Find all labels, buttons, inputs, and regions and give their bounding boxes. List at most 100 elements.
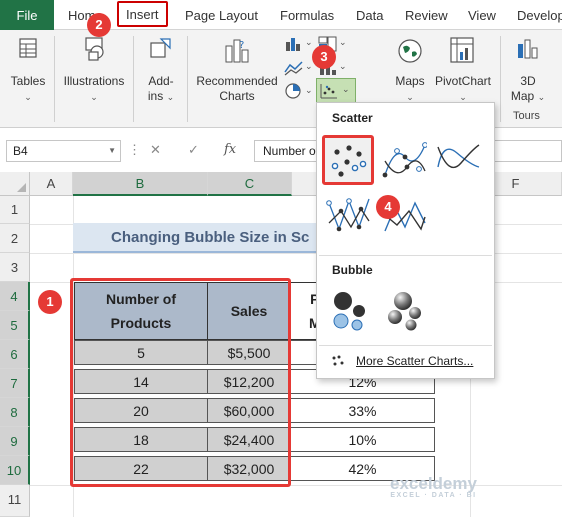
cell-sales[interactable]: $5,500 <box>207 340 291 365</box>
scatter-straight-markers-option[interactable] <box>325 193 371 239</box>
3d-bubble-option[interactable] <box>383 287 429 333</box>
tab-data[interactable]: Data <box>356 8 384 23</box>
tab-view[interactable]: View <box>468 8 496 23</box>
scatter-chart-icon <box>320 84 337 99</box>
pivotchart-label: PivotChart ⌄ <box>434 74 492 102</box>
cell-margin[interactable]: 10% <box>290 427 435 452</box>
scatter-markers-icon <box>331 145 367 177</box>
maps-label: Maps ⌄ <box>395 74 425 102</box>
insert-function-icon[interactable]: fx <box>224 142 237 157</box>
selection-highlight <box>70 278 291 487</box>
row-header-7[interactable]: 7 <box>0 369 30 398</box>
row-header-1[interactable]: 1 <box>0 196 30 224</box>
scatter-smooth-markers-icon <box>382 142 428 178</box>
tab-review[interactable]: Review <box>405 8 448 23</box>
chevron-down-icon[interactable]: ⌄ <box>305 85 313 95</box>
3d-map-button[interactable]: 3D Map ⌄ <box>504 30 552 128</box>
cancel-icon[interactable]: ✕ <box>150 142 161 157</box>
row-header-2[interactable]: 2 <box>0 224 30 253</box>
cell-sales[interactable]: $60,000 <box>207 398 291 423</box>
pivotchart-icon <box>450 37 474 63</box>
statistic-chart-icon[interactable] <box>318 60 338 76</box>
addins-icon <box>150 38 171 58</box>
cell-margin[interactable]: 33% <box>290 398 435 423</box>
recommended-charts-label: Recommended Charts <box>196 74 278 103</box>
3d-map-icon <box>518 39 538 59</box>
scatter-smooth-lines-option[interactable] <box>435 137 481 183</box>
row-header-6[interactable]: 6 <box>0 340 30 369</box>
ribbon-separator <box>54 36 55 122</box>
chevron-down-icon[interactable]: ⌄ <box>305 61 313 71</box>
chevron-down-icon: ⌄ <box>342 84 350 94</box>
chevron-down-icon[interactable]: ⌄ <box>339 61 347 71</box>
name-box[interactable]: B4 ▼ <box>6 140 121 162</box>
cell-products[interactable]: 5 <box>74 340 208 365</box>
column-chart-icon[interactable] <box>284 36 304 52</box>
sheet-title[interactable]: Changing Bubble Size in Sc <box>73 223 335 253</box>
tours-group-label: Tours <box>513 110 540 122</box>
row-header-3[interactable]: 3 <box>0 253 30 282</box>
header-number-of-products[interactable]: Number of Products <box>74 282 208 340</box>
scatter-chart-button[interactable]: ⌄ <box>316 78 356 104</box>
step-badge-2: 2 <box>87 13 111 37</box>
column-header-a[interactable]: A <box>30 172 73 196</box>
bubble-option[interactable] <box>327 287 373 333</box>
illustrations-label: Illustrations ⌄ <box>63 74 125 102</box>
tables-label: Tables ⌄ <box>10 74 46 102</box>
chevron-down-icon[interactable]: ⌄ <box>339 37 347 47</box>
scatter-smooth-lines-icon <box>437 144 480 169</box>
chevron-down-icon[interactable]: ⌄ <box>305 37 313 47</box>
tab-developer[interactable]: Develop <box>517 8 562 23</box>
tab-file[interactable]: File <box>0 0 54 30</box>
cell-sales[interactable]: $32,000 <box>207 456 291 481</box>
illustrations-icon <box>85 37 104 61</box>
cell-sales[interactable]: $24,400 <box>207 427 291 452</box>
row-header-9[interactable]: 9 <box>0 427 30 456</box>
addins-label: Add-ins ⌄ <box>147 74 175 103</box>
cell-products[interactable]: 18 <box>74 427 208 452</box>
ribbon-separator <box>500 36 501 122</box>
more-scatter-charts-link[interactable]: More Scatter Charts... <box>331 354 473 368</box>
cell-products[interactable]: 20 <box>74 398 208 423</box>
step-badge-4: 4 <box>376 195 400 219</box>
gridline <box>30 253 562 254</box>
ribbon-separator <box>133 36 134 122</box>
illustrations-button[interactable]: Illustrations ⌄ <box>58 30 130 128</box>
line-chart-icon[interactable] <box>284 60 304 76</box>
scatter-section-heading: Scatter <box>332 111 373 125</box>
tab-insert[interactable]: Insert <box>117 1 168 27</box>
cell-sales[interactable]: $12,200 <box>207 369 291 394</box>
more-charts-icon <box>332 355 344 366</box>
step-badge-3: 3 <box>312 45 336 69</box>
pivotchart-button[interactable]: PivotChart ⌄ <box>430 30 496 128</box>
tab-formulas[interactable]: Formulas <box>280 8 335 23</box>
row-header-10[interactable]: 10 <box>0 456 30 485</box>
addins-button[interactable]: Add-ins ⌄ <box>138 30 184 128</box>
scatter-chart-dropdown: Scatter <box>316 102 495 379</box>
cell-products[interactable]: 14 <box>74 369 208 394</box>
row-header-4[interactable]: 4 <box>0 282 30 311</box>
tables-button[interactable]: Tables ⌄ <box>4 30 52 128</box>
column-header-c[interactable]: C <box>208 172 292 196</box>
recommended-charts-button[interactable]: ? Recommended Charts <box>192 30 282 128</box>
svg-text:?: ? <box>239 40 244 51</box>
column-header-b[interactable]: B <box>73 172 208 196</box>
row-header-5[interactable]: 5 <box>0 311 30 340</box>
tables-icon <box>19 38 37 58</box>
scatter-smooth-markers-option[interactable] <box>381 137 428 183</box>
bubble-icon <box>333 292 365 331</box>
maps-button[interactable]: Maps ⌄ <box>388 30 432 128</box>
scatter-markers-option[interactable] <box>322 135 374 185</box>
chevron-down-icon: ▼ <box>108 146 116 155</box>
globe-icon <box>398 39 422 63</box>
tab-page-layout[interactable]: Page Layout <box>185 8 259 23</box>
3d-bubble-icon <box>388 292 421 331</box>
ribbon-separator <box>187 36 188 122</box>
enter-icon[interactable]: ✓ <box>188 142 199 157</box>
gridline <box>73 196 74 517</box>
cell-margin[interactable]: 42% <box>290 456 435 481</box>
row-header-8[interactable]: 8 <box>0 398 30 427</box>
pie-chart-icon[interactable] <box>284 82 302 100</box>
select-all-button[interactable] <box>0 172 30 196</box>
row-header-11[interactable]: 11 <box>0 485 30 517</box>
